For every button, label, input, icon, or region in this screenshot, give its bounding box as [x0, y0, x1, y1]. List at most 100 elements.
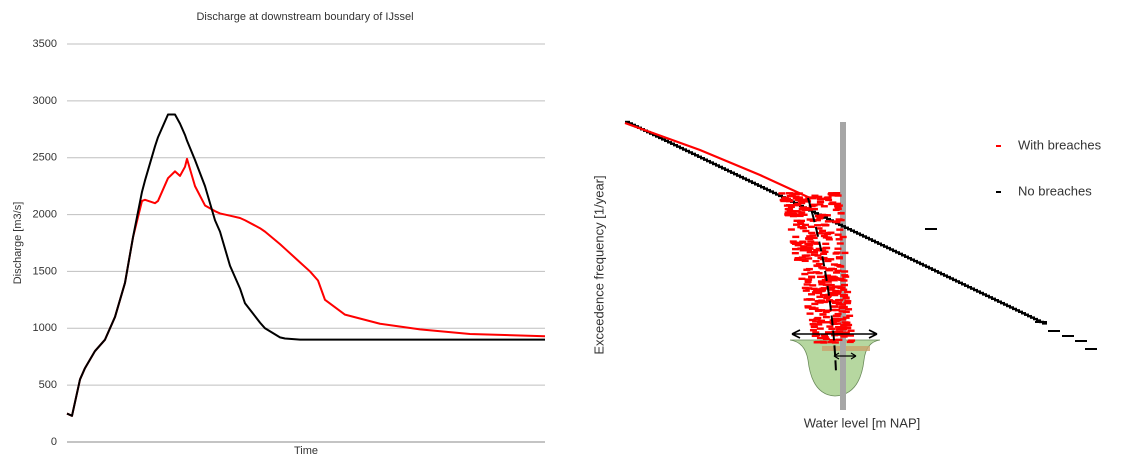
scatter-dash [797, 222, 805, 226]
trend-dash [1030, 316, 1035, 319]
trend-dash [760, 186, 765, 189]
scatter-dash [813, 249, 821, 252]
trend-dash [1024, 313, 1029, 316]
scatter-dash [839, 235, 847, 239]
trend-dash [967, 285, 972, 289]
trend-dash [877, 242, 882, 245]
trend-dash [895, 251, 900, 254]
trend-dash [775, 193, 780, 196]
scatter-dash [829, 308, 837, 312]
scatter-dash [805, 196, 813, 199]
scatter-dash [793, 219, 801, 223]
scatter-dash [799, 227, 807, 230]
scatter-dash [806, 250, 814, 254]
trend-dash [682, 148, 687, 151]
scatter-dash [822, 246, 830, 250]
trend-dash [841, 225, 846, 228]
scatter-dash [840, 335, 848, 338]
scatter-dash [831, 330, 839, 334]
scatter-dash [819, 294, 827, 297]
scatter-dash [806, 312, 814, 315]
trend-dash [652, 133, 657, 137]
scatter-dash [815, 291, 823, 295]
trend-dash [925, 228, 937, 230]
y-tick-label: 2500 [33, 152, 57, 164]
scatter-dash [801, 223, 809, 227]
scatter-dash [794, 257, 802, 260]
trend-dash [865, 236, 870, 240]
scatter-dash [847, 334, 855, 337]
scatter-dash [784, 213, 792, 217]
trend-dash [1033, 317, 1038, 321]
scatter-dash [842, 296, 850, 299]
scatter-dash [802, 289, 810, 292]
trend-dash [718, 165, 723, 169]
scatter-dash [816, 295, 824, 299]
trend-dash [994, 299, 999, 302]
scatter-dash [810, 207, 818, 211]
trend-red [624, 121, 811, 199]
scatter-dash [817, 200, 825, 203]
trend-dash [673, 143, 678, 147]
trend-dash [625, 120, 630, 124]
trend-dash [1035, 321, 1047, 323]
trend-dash [1009, 306, 1014, 309]
trend-dash [754, 183, 759, 186]
scatter-dash [842, 316, 850, 319]
scatter-dash [847, 329, 855, 332]
trend-dash [886, 246, 891, 250]
trend-dash [694, 154, 699, 157]
scatter-dash [819, 340, 827, 344]
trend-dash [1036, 319, 1041, 322]
scatter-dash [801, 198, 809, 201]
scatter-dash [814, 264, 822, 268]
trend-dash [1042, 322, 1047, 325]
trend-dash [913, 259, 918, 263]
scatter-dash [803, 283, 811, 286]
trend-dash [883, 245, 888, 248]
scatter-dash [839, 318, 847, 321]
scatter-dash [805, 257, 813, 260]
scatter-dash [816, 275, 824, 279]
scatter-dash [820, 234, 828, 238]
scatter-dash [827, 258, 835, 261]
trend-dash [706, 159, 711, 163]
scatter-dash [836, 298, 844, 302]
trend-dash [850, 229, 855, 232]
scatter-dash [800, 213, 808, 216]
scatter-dash [845, 308, 853, 311]
scatter-dash [820, 252, 828, 255]
trend-dash [919, 262, 924, 266]
scatter-dash [810, 325, 818, 328]
scatter-dash [813, 317, 821, 321]
scatter-dash [827, 283, 835, 287]
trend-dash [772, 191, 777, 195]
scatter-dash [784, 197, 792, 201]
trend-dash [922, 264, 927, 267]
scatter-dash [824, 295, 832, 299]
scatter-dash [799, 240, 807, 243]
trend-dash [937, 271, 942, 274]
trend-dash [988, 296, 993, 299]
scatter-dash [815, 262, 823, 266]
trend-dash [1015, 309, 1020, 312]
scatter-dash [812, 320, 820, 323]
trend-dash [1085, 348, 1097, 350]
trend-dash [697, 155, 702, 158]
scatter-dash [818, 319, 826, 322]
trend-dash [709, 161, 714, 164]
trend-dash [766, 188, 771, 192]
scatter-dash [831, 341, 839, 344]
scatter-dash [785, 192, 793, 195]
scatter-dash [815, 232, 823, 235]
scatter-dash [780, 199, 788, 203]
trend-dash [874, 241, 879, 244]
scatter-dash [816, 336, 824, 340]
scatter-dash [809, 284, 817, 287]
trend-dash [1000, 301, 1005, 305]
trend-dash [847, 228, 852, 231]
scatter-dash [818, 266, 826, 269]
legend-label: With breaches [1018, 137, 1102, 152]
scatter-dash [814, 224, 822, 227]
scatter-dash [793, 258, 801, 261]
